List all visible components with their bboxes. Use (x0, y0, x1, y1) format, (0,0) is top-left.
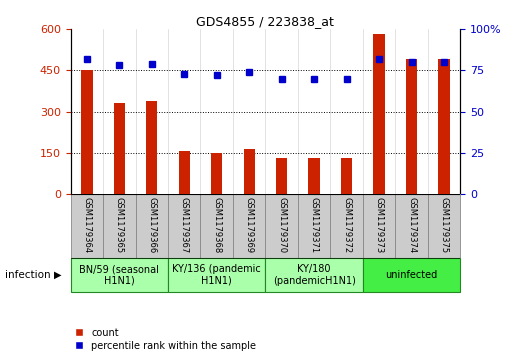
Text: GSM1179375: GSM1179375 (439, 197, 449, 253)
Text: infection: infection (5, 270, 51, 280)
Text: KY/136 (pandemic
H1N1): KY/136 (pandemic H1N1) (173, 264, 261, 286)
Text: GSM1179372: GSM1179372 (342, 197, 351, 253)
Bar (135, 194, 168, 258)
Bar (309, 158, 320, 194)
Bar (168, 194, 200, 258)
Text: GSM1179374: GSM1179374 (407, 197, 416, 253)
Bar (81, 70, 93, 194)
Bar (266, 258, 363, 292)
Bar (438, 59, 450, 194)
Bar (71, 258, 168, 292)
Bar (428, 194, 460, 258)
Bar (244, 149, 255, 194)
Text: ▶: ▶ (54, 270, 61, 280)
Bar (341, 158, 353, 194)
Text: uninfected: uninfected (385, 270, 438, 280)
Bar (200, 194, 233, 258)
Text: GSM1179373: GSM1179373 (374, 197, 383, 254)
Legend: count, percentile rank within the sample: count, percentile rank within the sample (75, 328, 256, 351)
Bar (146, 101, 157, 194)
Text: GSM1179370: GSM1179370 (277, 197, 286, 253)
Text: GSM1179367: GSM1179367 (180, 197, 189, 254)
Bar (113, 103, 125, 194)
Bar (363, 258, 460, 292)
Bar (363, 194, 395, 258)
Bar (178, 151, 190, 194)
Title: GDS4855 / 223838_at: GDS4855 / 223838_at (197, 15, 334, 28)
Bar (233, 194, 266, 258)
Bar (373, 34, 385, 194)
Bar (276, 158, 287, 194)
Text: GSM1179364: GSM1179364 (82, 197, 92, 253)
Text: GSM1179369: GSM1179369 (245, 197, 254, 253)
Bar (211, 154, 222, 194)
Text: KY/180
(pandemicH1N1): KY/180 (pandemicH1N1) (272, 264, 356, 286)
Text: GSM1179368: GSM1179368 (212, 197, 221, 254)
Bar (71, 194, 103, 258)
Text: BN/59 (seasonal
H1N1): BN/59 (seasonal H1N1) (79, 264, 159, 286)
Bar (168, 258, 266, 292)
Text: GSM1179365: GSM1179365 (115, 197, 124, 253)
Bar (406, 59, 417, 194)
Bar (103, 194, 135, 258)
Bar (266, 194, 298, 258)
Text: GSM1179366: GSM1179366 (147, 197, 156, 254)
Text: GSM1179371: GSM1179371 (310, 197, 319, 253)
Bar (395, 194, 428, 258)
Bar (331, 194, 363, 258)
Bar (298, 194, 331, 258)
